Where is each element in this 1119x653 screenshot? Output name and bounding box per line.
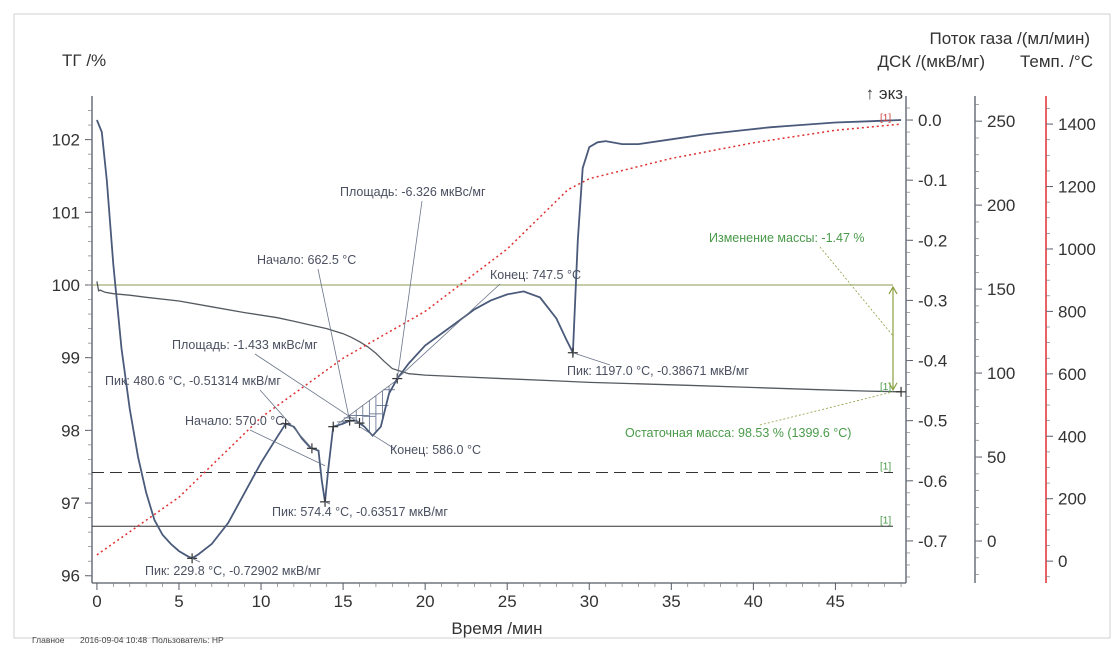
dsc-tick-label: -0.3 — [918, 291, 947, 310]
tg-tick-label: 97 — [61, 494, 80, 513]
temp-tick-label: 600 — [1058, 365, 1086, 384]
annotation-leader — [324, 501, 331, 505]
ticks-layer: 0 5 10 15 20 25 30 35 40 45 96 97 98 99 100 101 102 0.0 -0… — [52, 104, 1096, 611]
dsc-tick-label: -0.1 — [918, 171, 947, 190]
flow-tick-label: 150 — [987, 280, 1015, 299]
tg-tick-label: 98 — [61, 421, 80, 440]
flow-tick-label: 0 — [987, 532, 996, 551]
dsc-tick-label: -0.7 — [918, 532, 947, 551]
peak-baseline — [337, 378, 400, 424]
temp-tick-label: 400 — [1058, 427, 1086, 446]
annotation-label: Начало: 570.0 °C — [185, 414, 284, 428]
annotation-label: Пик: 1197.0 °C, -0.38671 мкВ/мг — [567, 364, 749, 378]
annotation-leader — [191, 557, 201, 563]
footer-user: Пользователь: HP — [152, 635, 224, 645]
flow-axis-title: Поток газа /(мл/мин) — [929, 29, 1090, 48]
dsc-end-tag: [1] — [880, 113, 891, 124]
mass-change-arrowhead — [888, 382, 898, 392]
reference-line-tag: [1] — [880, 462, 891, 473]
tg-end-tag: [1] — [880, 382, 891, 393]
annotation-leader — [572, 352, 611, 366]
annotation-label: Конец: 586.0 °C — [390, 443, 481, 457]
x-tick-label: 20 — [416, 592, 435, 611]
tg-axis-title: ТГ /% — [62, 51, 106, 70]
annotation-label: Площадь: -6.326 мкВс/мг — [340, 185, 486, 199]
annotation-leaders — [191, 200, 894, 563]
dsc-tick-label: -0.4 — [918, 352, 947, 371]
x-tick-label: 5 — [174, 592, 183, 611]
tg-tick-label: 101 — [52, 203, 80, 222]
x-tick-label: 0 — [92, 592, 101, 611]
temp-tick-label: 800 — [1058, 302, 1086, 321]
peak-area-hatch — [337, 378, 400, 433]
x-tick-label: 30 — [580, 592, 599, 611]
dsc-curve — [96, 119, 902, 560]
annotation-label: Изменение массы: -1.47 % — [709, 231, 864, 245]
annotation-leader — [259, 389, 313, 449]
mass-change-arrowhead — [888, 285, 898, 295]
annotation-label: Площадь: -1.433 мкВс/мг — [172, 338, 318, 352]
chart-frame — [13, 13, 1111, 639]
temp-axis-title: Темп. /°C — [1020, 52, 1093, 71]
flow-tick-label: 250 — [987, 112, 1015, 131]
annotation-label: Пик: 574.4 °C, -0.63517 мкВ/мг — [272, 505, 448, 519]
x-axis-title: Время /мин — [451, 619, 542, 638]
temp-tick-label: 1000 — [1058, 240, 1096, 259]
annotation-leader — [819, 246, 894, 337]
x-tick-label: 35 — [662, 592, 681, 611]
dsc-tick-label: 0.0 — [918, 111, 942, 130]
tg-curve — [96, 281, 902, 393]
dsc-tick-label: -0.5 — [918, 412, 947, 431]
reference-lines: [1] [1] — [92, 284, 893, 527]
x-tick-label: 25 — [498, 592, 517, 611]
reference-line-tag: [1] — [880, 515, 891, 526]
annotation-label: Конец: 747.5 °C — [490, 268, 581, 282]
tg-tick-label: 99 — [61, 349, 80, 368]
annotation-leader — [396, 200, 423, 379]
annotation-leader — [396, 283, 501, 379]
annotation-leader — [759, 391, 894, 426]
temp-tick-label: 0 — [1058, 552, 1067, 571]
x-tick-label: 10 — [252, 592, 271, 611]
annotation-leader — [254, 353, 360, 424]
tg-tick-label: 102 — [52, 131, 80, 150]
flow-tick-label: 200 — [987, 196, 1015, 215]
series-layer: [1] [1] — [96, 113, 902, 560]
footer-timestamp: 2016-09-04 10:48 — [80, 635, 147, 645]
annotation-label: Остаточная масса: 98.53 % (1399.6 °C) — [625, 426, 851, 440]
annotation-leader — [249, 429, 326, 467]
x-tick-label: 45 — [826, 592, 845, 611]
dsc-tick-label: -0.6 — [918, 472, 947, 491]
tg-tick-label: 96 — [61, 567, 80, 586]
x-tick-label: 40 — [744, 592, 763, 611]
x-tick-label: 15 — [334, 592, 353, 611]
dsc-tick-label: -0.2 — [918, 231, 947, 250]
annotation-label: Пик: 480.6 °C, -0.51314 мкВ/мг — [105, 374, 281, 388]
temp-tick-label: 200 — [1058, 490, 1086, 509]
flow-tick-label: 50 — [987, 448, 1006, 467]
exo-indicator: ↑ экз — [866, 84, 904, 103]
flow-tick-label: 100 — [987, 364, 1015, 383]
annotation-label: Пик: 229.8 °C, -0.72902 мкВ/мг — [145, 564, 321, 578]
annotation-leader — [359, 426, 396, 450]
temperature-curve — [96, 123, 902, 556]
temp-tick-label: 1400 — [1058, 115, 1096, 134]
dsc-axis-title: ДСК /(мкВ/мг) — [877, 52, 985, 71]
annotation-leader — [317, 268, 351, 421]
tg-tick-label: 100 — [52, 276, 80, 295]
annotation-label: Начало: 662.5 °C — [257, 253, 356, 267]
footer-label: Главное — [32, 635, 65, 645]
annotations-layer: Площадь: -6.326 мкВс/мг Начало: 662.5 °C К… — [105, 185, 864, 578]
temp-tick-label: 1200 — [1058, 178, 1096, 197]
